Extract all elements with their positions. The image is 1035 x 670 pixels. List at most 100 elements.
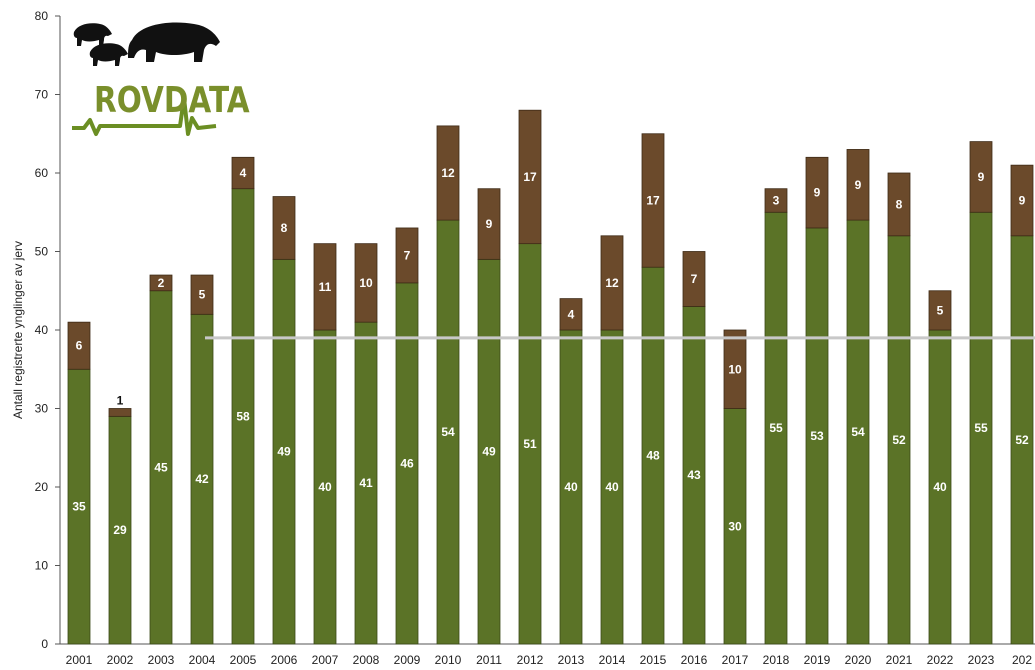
data-label-top: 6 [76, 339, 83, 353]
x-tick-label: 2019 [804, 653, 831, 667]
data-label-bottom: 29 [113, 523, 127, 537]
bar-segment-top [108, 408, 132, 417]
data-label-top: 7 [404, 248, 411, 262]
x-tick-label: 2020 [845, 653, 872, 667]
bar-segment-top [682, 251, 706, 307]
x-tick-label: 2013 [558, 653, 585, 667]
x-tick-label: 2008 [353, 653, 380, 667]
x-tick-label: 2018 [763, 653, 790, 667]
data-label-top: 8 [896, 197, 903, 211]
data-label-top: 10 [359, 276, 373, 290]
data-label-top: 17 [523, 170, 537, 184]
data-label-top: 1 [117, 394, 124, 408]
data-label-bottom: 46 [400, 456, 414, 470]
data-label-top: 12 [441, 166, 455, 180]
data-label-top: 9 [486, 217, 493, 231]
y-tick-label: 70 [35, 88, 49, 102]
y-tick-label: 60 [35, 166, 49, 180]
bar-segment-top [928, 290, 952, 331]
bar-segment-top [764, 188, 788, 213]
data-label-top: 9 [855, 178, 862, 192]
data-label-bottom: 41 [359, 476, 373, 490]
data-label-bottom: 40 [564, 480, 578, 494]
bar-segment-top [887, 172, 911, 237]
data-label-bottom: 53 [810, 429, 824, 443]
data-label-top: 2 [158, 276, 165, 290]
x-tick-label: 2009 [394, 653, 421, 667]
logo-text: ROVDATA [94, 80, 250, 121]
data-label-top: 9 [1019, 193, 1026, 207]
bar-segment-top [600, 235, 624, 331]
x-tick-label: 2021 [886, 653, 913, 667]
x-tick-label: 2004 [189, 653, 216, 667]
x-tick-label: 2014 [599, 653, 626, 667]
x-tick-label: 2011 [476, 653, 502, 667]
data-label-top: 10 [728, 362, 742, 376]
bar-segment-top [436, 125, 460, 221]
y-tick-label: 10 [35, 559, 49, 573]
data-label-bottom: 55 [974, 421, 988, 435]
rovdata-logo: ROVDATA [70, 18, 250, 138]
bar-segment-top [723, 329, 747, 409]
data-label-bottom: 40 [933, 480, 947, 494]
x-tick-label: 202 [1012, 653, 1032, 667]
bar-segment-top [272, 196, 296, 260]
data-label-bottom: 43 [687, 468, 701, 482]
data-label-bottom: 40 [605, 480, 619, 494]
data-label-bottom: 48 [646, 449, 660, 463]
x-tick-label: 2001 [66, 653, 93, 667]
bar-segment-top [354, 243, 378, 323]
x-tick-label: 2012 [517, 653, 544, 667]
bar-segment-top [477, 188, 501, 260]
y-tick-label: 80 [35, 9, 49, 23]
x-tick-label: 2010 [435, 653, 462, 667]
data-label-bottom: 49 [277, 445, 291, 459]
y-tick-label: 50 [35, 245, 49, 259]
data-label-top: 4 [240, 166, 247, 180]
x-tick-label: 2002 [107, 653, 134, 667]
data-label-bottom: 45 [154, 460, 168, 474]
bar-segment-top [641, 133, 665, 268]
data-label-bottom: 58 [236, 409, 250, 423]
data-label-bottom: 30 [728, 519, 742, 533]
data-label-top: 5 [937, 303, 944, 317]
y-tick-label: 30 [35, 402, 49, 416]
y-tick-label: 0 [41, 637, 48, 651]
data-label-bottom: 35 [72, 500, 86, 514]
data-label-bottom: 49 [482, 445, 496, 459]
bar-segment-top [149, 274, 173, 292]
bar-segment-top [395, 227, 419, 284]
x-tick-label: 2005 [230, 653, 257, 667]
data-label-bottom: 54 [441, 425, 455, 439]
data-label-bottom: 54 [851, 425, 865, 439]
x-tick-label: 2023 [968, 653, 995, 667]
data-label-top: 4 [568, 307, 575, 321]
data-label-top: 9 [814, 186, 821, 200]
data-label-bottom: 52 [1015, 433, 1029, 447]
bar-segment-top [313, 243, 337, 331]
bar-segment-top [1010, 164, 1034, 237]
x-tick-label: 2006 [271, 653, 298, 667]
y-tick-label: 20 [35, 480, 49, 494]
data-label-top: 3 [773, 193, 780, 207]
bar-segment-top [67, 321, 91, 370]
data-label-top: 5 [199, 288, 206, 302]
data-label-top: 11 [319, 280, 332, 294]
bar-segment-top [559, 298, 583, 331]
data-label-bottom: 51 [523, 437, 537, 451]
x-tick-label: 2022 [927, 653, 954, 667]
bar-segment-top [190, 274, 214, 315]
bar-segment-top [805, 156, 829, 229]
data-label-top: 12 [605, 276, 619, 290]
bar-segment-top [518, 109, 542, 245]
x-tick-label: 2007 [312, 653, 339, 667]
data-label-top: 8 [281, 221, 288, 235]
x-tick-label: 2016 [681, 653, 708, 667]
data-label-bottom: 55 [769, 421, 783, 435]
wolverine-family-icon [72, 22, 220, 136]
x-tick-label: 2003 [148, 653, 175, 667]
data-label-bottom: 40 [318, 480, 332, 494]
y-axis-title: Antall registrerte ynglinger av jerv [11, 240, 25, 420]
